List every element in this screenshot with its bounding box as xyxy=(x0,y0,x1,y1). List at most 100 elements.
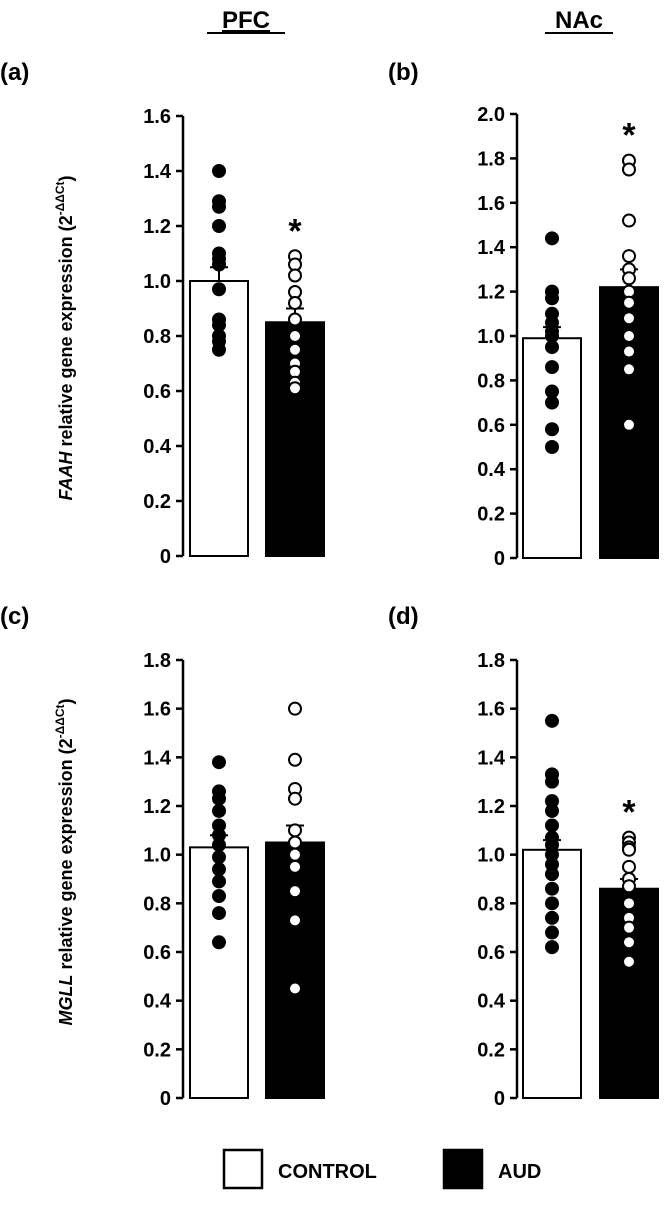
panel-label: (c) xyxy=(0,603,29,630)
data-point xyxy=(212,935,226,950)
data-point xyxy=(212,906,226,921)
y-tick-label: 0 xyxy=(160,1088,171,1110)
panel-label: (a) xyxy=(0,59,29,86)
y-tick-label: 0.4 xyxy=(477,991,506,1013)
data-point xyxy=(212,837,226,852)
data-point xyxy=(212,164,226,178)
data-point xyxy=(622,162,636,177)
y-tick-label: 0.6 xyxy=(143,381,171,403)
y-tick-label: 1.6 xyxy=(477,699,505,721)
data-point xyxy=(212,755,226,770)
data-point xyxy=(622,295,636,310)
y-axis-title-top-gene: FAAH xyxy=(56,451,76,501)
data-point xyxy=(288,847,302,862)
data-point xyxy=(545,360,559,375)
bar-aud xyxy=(265,841,325,1099)
data-point xyxy=(212,862,226,877)
y-tick-label: 0.2 xyxy=(143,491,171,513)
y-axis-title-bottom: MGLL relative gene expression (2-ΔΔCt) xyxy=(53,698,76,1025)
y-tick-label: 1.4 xyxy=(143,161,172,183)
data-point xyxy=(545,881,559,896)
y-tick-label: 0.2 xyxy=(143,1039,171,1061)
data-point xyxy=(622,920,636,935)
data-point xyxy=(288,752,302,767)
data-point xyxy=(212,257,226,272)
data-point xyxy=(288,342,302,357)
data-point xyxy=(622,213,636,228)
data-point xyxy=(622,935,636,950)
data-point xyxy=(545,818,559,833)
data-point xyxy=(622,954,636,969)
data-point xyxy=(212,219,226,233)
y-axis-title-bottom-close: ) xyxy=(56,698,76,704)
data-point xyxy=(545,231,559,246)
data-point xyxy=(212,889,226,904)
y-tick-label: 1.4 xyxy=(477,747,506,769)
y-tick-label: 0.2 xyxy=(477,1039,505,1061)
data-point xyxy=(545,713,559,728)
data-point xyxy=(288,981,302,996)
data-point xyxy=(622,859,636,874)
panel-label: (d) xyxy=(388,603,419,630)
y-tick-label: 1.8 xyxy=(477,650,505,672)
column-header-pfc: PFC xyxy=(222,7,270,34)
data-point xyxy=(545,910,559,925)
data-point xyxy=(622,842,636,857)
data-point xyxy=(288,859,302,874)
data-point xyxy=(212,791,226,806)
data-point xyxy=(545,925,559,940)
data-point xyxy=(545,774,559,789)
y-tick-label: 1.8 xyxy=(477,148,505,170)
column-headers: PFC NAc xyxy=(207,7,613,34)
y-tick-label: 1.2 xyxy=(143,796,171,818)
data-point xyxy=(622,329,636,343)
legend-label-control: CONTROL xyxy=(278,1161,377,1183)
y-tick-label: 1.0 xyxy=(143,271,171,293)
y-tick-label: 1.2 xyxy=(143,216,171,238)
data-point xyxy=(288,884,302,899)
y-axis-title-top: FAAH relative gene expression (2-ΔΔCt) xyxy=(53,175,76,500)
data-point xyxy=(288,701,302,716)
legend-swatch-aud xyxy=(442,1148,484,1190)
data-point xyxy=(212,803,226,818)
bar-aud xyxy=(599,887,659,1099)
data-point xyxy=(622,896,636,911)
data-point xyxy=(212,199,226,214)
y-axis-title-bottom-sup: -ΔΔCt xyxy=(53,704,67,738)
data-point xyxy=(622,249,636,264)
y-tick-label: 2.0 xyxy=(477,104,505,126)
y-tick-label: 1.4 xyxy=(143,747,172,769)
y-tick-label: 0.4 xyxy=(143,436,172,458)
y-tick-label: 0 xyxy=(494,1088,505,1110)
panel-c: (c) 0 0.2 0.4 0.6 0.8 1.0 1.2 1.4 1.6 1.8 xyxy=(0,603,325,1110)
y-tick-label: 1.0 xyxy=(477,845,505,867)
significance-marker: * xyxy=(288,212,302,250)
y-tick-label: 0 xyxy=(160,546,171,568)
data-point xyxy=(545,291,559,306)
data-point xyxy=(622,362,636,377)
data-point xyxy=(288,381,302,396)
data-point xyxy=(545,340,559,355)
data-point xyxy=(212,874,226,889)
data-point xyxy=(212,282,226,297)
panel-label: (b) xyxy=(388,59,419,86)
data-point xyxy=(622,879,636,894)
data-point xyxy=(288,913,302,928)
y-tick-label: 1.2 xyxy=(477,282,505,304)
y-tick-label: 0 xyxy=(494,548,505,570)
y-axis-title-top-close: ) xyxy=(56,175,76,181)
y-tick-label: 1.6 xyxy=(477,193,505,215)
y-tick-label: 0.6 xyxy=(477,415,505,437)
y-tick-label: 0.2 xyxy=(477,504,505,526)
data-point xyxy=(288,329,302,343)
legend-label-aud: AUD xyxy=(498,1161,541,1183)
data-point xyxy=(545,867,559,882)
legend-swatch-control xyxy=(222,1148,264,1190)
data-point xyxy=(622,344,636,359)
y-tick-label: 1.6 xyxy=(143,699,171,721)
y-tick-label: 1.6 xyxy=(143,106,171,128)
y-axis-title-bottom-rest: relative gene expression (2 xyxy=(56,738,76,974)
y-axis-title-bottom-gene: MGLL xyxy=(56,975,76,1026)
y-tick-label: 1.2 xyxy=(477,796,505,818)
